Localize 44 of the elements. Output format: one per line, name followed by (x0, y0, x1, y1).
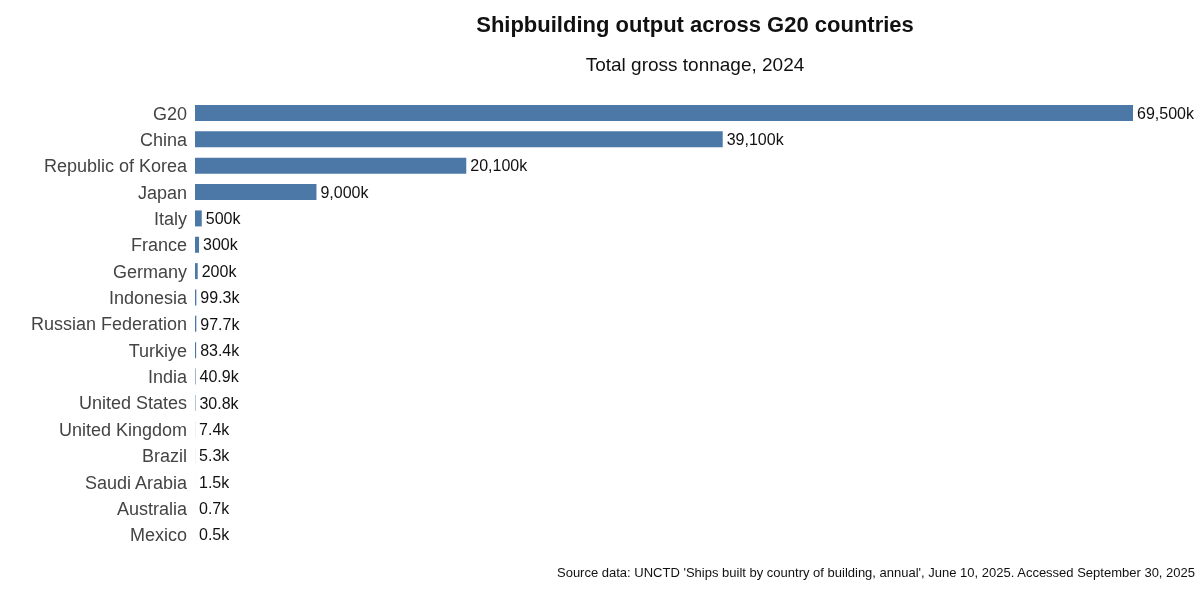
bar (195, 105, 1133, 121)
bar (195, 263, 198, 280)
y-tick-label: Mexico (129, 525, 187, 546)
y-tick-label: Turkiye (128, 340, 187, 361)
data-label: 0.7k (199, 499, 231, 517)
y-tick-label: Saudi Arabia (84, 472, 188, 493)
data-label: 200k (201, 262, 238, 280)
data-label: 97.7k (200, 315, 241, 333)
y-tick-label: Indonesia (108, 288, 188, 309)
y-tick-label: G20 (152, 103, 187, 124)
y-tick-label: United States (78, 393, 187, 414)
data-label: 20,100k (470, 157, 529, 175)
bar (195, 236, 200, 253)
data-label: 69,500k (1137, 104, 1195, 122)
data-label: 5.3k (199, 447, 231, 465)
y-tick-label: Brazil (141, 446, 187, 467)
data-label: 500k (205, 210, 242, 228)
data-label: 40.9k (199, 368, 240, 386)
chart-subtitle: Total gross tonnage, 2024 (584, 54, 806, 76)
y-tick-label: Italy (153, 208, 187, 229)
data-label: 9,000k (320, 183, 370, 201)
data-label: 300k (203, 236, 239, 254)
data-label: 0.5k (199, 526, 231, 544)
y-tick-label: France (130, 235, 187, 256)
source-note: Source data: UNCTD 'Ships built by country of building, annual', June 10, 2025. Accessed September 30, 2025 (556, 565, 1195, 580)
data-label: 30.8k (199, 394, 240, 412)
bar (195, 210, 202, 227)
y-tick-label: Russian Federation (30, 314, 187, 335)
bar (195, 184, 317, 201)
y-tick-label: Australia (116, 498, 188, 519)
y-tick-label: United Kingdom (58, 419, 187, 440)
data-label: 83.4k (200, 341, 241, 359)
y-tick-label: Japan (137, 182, 187, 203)
chart-title: Shipbuilding output across G20 countries (475, 12, 915, 38)
y-tick-label: Republic of Korea (43, 156, 188, 177)
data-label: 39,100k (726, 131, 785, 149)
data-label: 99.3k (200, 289, 241, 307)
data-label: 7.4k (199, 420, 231, 438)
bar (195, 131, 723, 148)
y-tick-label: China (139, 129, 188, 150)
data-label: 1.5k (199, 473, 231, 491)
y-tick-label: Germany (112, 261, 187, 282)
bar (195, 157, 467, 174)
y-tick-label: India (147, 367, 188, 388)
